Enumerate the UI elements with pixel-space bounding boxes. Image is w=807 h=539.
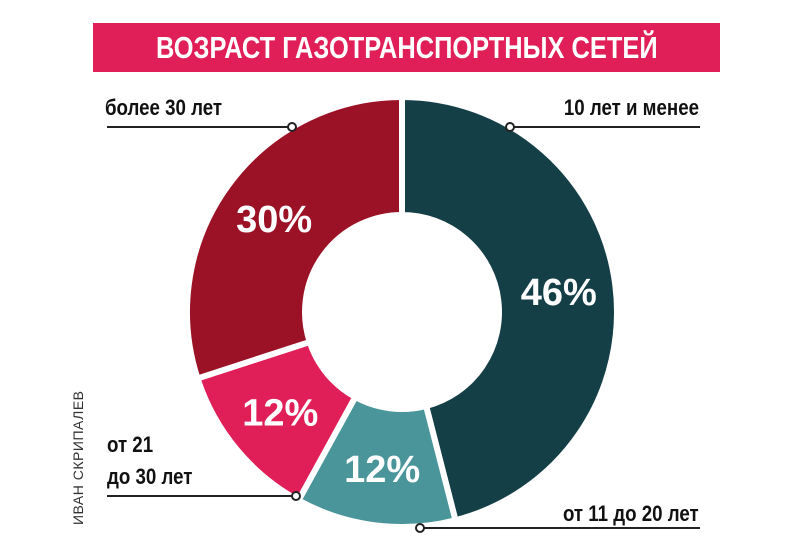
legend-label-21-30-line1: от 21 — [107, 432, 154, 457]
slice-percent-label: 46% — [521, 272, 597, 314]
leader-dot — [287, 122, 297, 132]
title-banner: ВОЗРАСТ ГАЗОТРАНСПОРТНЫХ СЕТЕЙ — [93, 23, 720, 72]
donut-slice — [193, 338, 360, 505]
donut-slice — [184, 93, 405, 383]
slice-percent-label: 30% — [236, 199, 312, 241]
donut-slice — [399, 93, 620, 524]
slice-percent-label: 12% — [344, 449, 420, 491]
legend-label-21-30-line2: до 30 лет — [107, 464, 193, 489]
legend-label-over-30: более 30 лет — [105, 95, 223, 120]
author-credit: ИВАН СКРИПАЛЕВ — [70, 390, 86, 525]
legend-label-10-and-less: 10 лет и менее — [563, 95, 699, 120]
chart-title: ВОЗРАСТ ГАЗОТРАНСПОРТНЫХ СЕТЕЙ — [155, 29, 658, 65]
leader-dot — [291, 491, 301, 501]
legend-label-11-20: от 11 до 20 лет — [563, 501, 699, 526]
leader-dot — [505, 122, 515, 132]
leader-dot — [415, 523, 425, 533]
slice-percent-label: 12% — [242, 393, 318, 435]
